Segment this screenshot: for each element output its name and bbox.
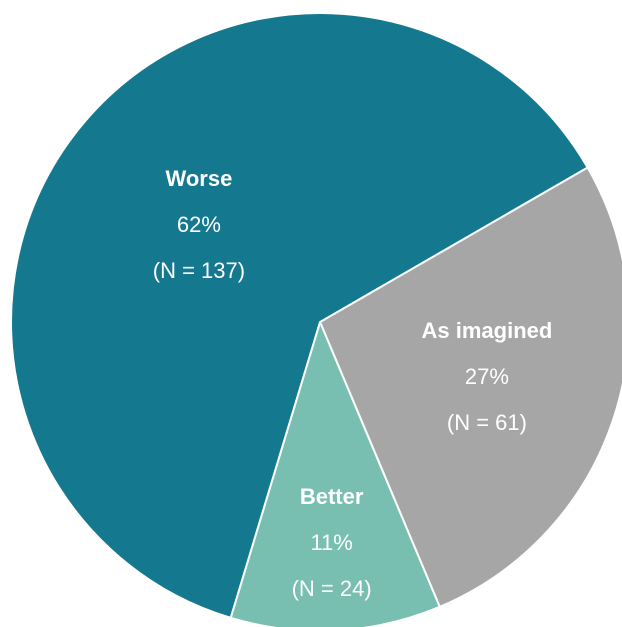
slice-count-label: (N = 24)	[292, 576, 372, 601]
slice-label: As imagined	[422, 318, 553, 343]
slice-value-label: 27%	[465, 364, 509, 389]
slice-value-label: 11%	[310, 530, 352, 555]
slice-count-label: (N = 61)	[447, 410, 527, 435]
slice-label: Better	[300, 484, 364, 509]
slice-value-label: 62%	[177, 212, 221, 237]
pie-slice	[318, 166, 622, 609]
pie-slice	[10, 12, 589, 620]
slice-label: Worse	[165, 166, 232, 191]
slice-count-label: (N = 137)	[153, 258, 245, 283]
pie-slice	[229, 319, 442, 627]
